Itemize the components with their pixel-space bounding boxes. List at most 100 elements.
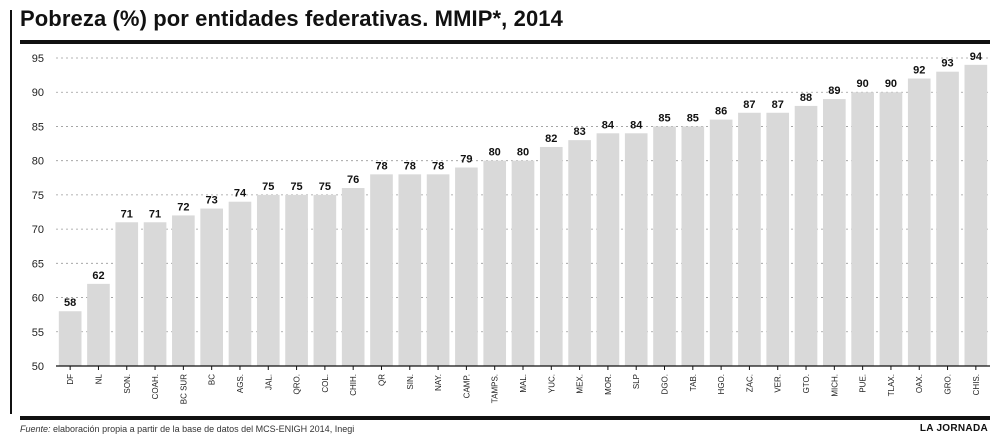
x-tick-label: SON. <box>123 374 132 394</box>
data-label: 84 <box>630 119 643 131</box>
x-tick-label: BC <box>208 374 217 385</box>
data-label: 80 <box>517 147 529 159</box>
data-label: 87 <box>772 99 784 111</box>
x-tick-label: GRO. <box>944 374 953 394</box>
labels-layer: 50 55 60 65 70 75 80 85 90 95 58 DF 62 NL 71 SON. 71 COAH… <box>32 51 983 404</box>
data-label: 75 <box>262 181 274 193</box>
x-tick-label: QRO. <box>293 374 302 394</box>
y-tick-label: 60 <box>32 293 44 305</box>
bar <box>172 215 195 366</box>
bar <box>200 208 223 366</box>
left-rule <box>10 10 12 414</box>
x-tick-label: VER. <box>774 374 783 393</box>
x-tick-label: MAL. <box>519 374 528 393</box>
x-tick-label: MICH. <box>830 374 839 397</box>
bar <box>87 283 110 366</box>
bar <box>143 222 167 366</box>
data-label: 93 <box>941 58 953 70</box>
source-lead: Fuente: <box>20 424 51 434</box>
data-label: 73 <box>206 195 218 207</box>
bar <box>398 174 422 366</box>
bar <box>483 160 507 366</box>
data-label: 83 <box>573 126 585 138</box>
y-tick-label: 50 <box>32 361 44 373</box>
bar <box>823 99 846 367</box>
data-label: 78 <box>375 160 387 172</box>
y-tick-label: 55 <box>32 327 44 339</box>
bar <box>738 112 761 366</box>
data-label: 75 <box>319 181 331 193</box>
data-label: 79 <box>460 154 472 166</box>
data-label: 71 <box>121 208 133 220</box>
x-tick-label: SIN. <box>406 374 415 390</box>
bar <box>879 92 903 366</box>
y-tick-label: 85 <box>32 121 44 133</box>
x-tick-label: SLP <box>632 374 641 389</box>
x-tick-label: CHIS. <box>972 374 981 395</box>
x-tick-label: TAMPS. <box>491 374 500 403</box>
x-tick-label: DF <box>66 374 75 385</box>
data-label: 62 <box>92 270 104 282</box>
x-tick-label: ZAC. <box>745 374 754 392</box>
x-tick-label: DGO. <box>661 374 670 394</box>
data-label: 76 <box>347 174 359 186</box>
chart-title: Pobreza (%) por entidades federativas. M… <box>20 6 563 31</box>
bar <box>285 194 308 366</box>
data-label: 75 <box>290 181 302 193</box>
bar <box>341 188 365 366</box>
data-label: 89 <box>828 85 840 97</box>
data-label: 80 <box>489 147 501 159</box>
y-tick-label: 70 <box>32 224 44 236</box>
data-label: 71 <box>149 208 161 220</box>
bar <box>58 311 82 366</box>
bottom-rule <box>20 416 990 420</box>
data-label: 87 <box>743 99 755 111</box>
bar <box>624 133 648 366</box>
data-label: 90 <box>885 78 897 90</box>
data-label: 72 <box>177 201 189 213</box>
y-tick-label: 65 <box>32 258 44 270</box>
x-tick-label: JAL. <box>264 374 273 390</box>
x-tick-label: CHIH. <box>349 374 358 396</box>
bar <box>653 126 676 366</box>
x-tick-label: NAY. <box>434 374 443 391</box>
x-tick-label: TLAX. <box>887 374 896 396</box>
brand-logo: LA JORNADA <box>919 423 988 434</box>
bar <box>455 167 478 366</box>
data-label: 78 <box>432 160 444 172</box>
data-label: 86 <box>715 106 727 118</box>
data-label: 90 <box>857 78 869 90</box>
bars-layer <box>58 64 988 367</box>
x-tick-label: CAMP. <box>462 374 471 398</box>
y-tick-label: 90 <box>32 87 44 99</box>
x-tick-label: MOR. <box>604 374 613 395</box>
bar <box>851 92 874 366</box>
x-tick-label: OAX. <box>915 374 924 393</box>
bar <box>228 201 252 366</box>
bar <box>709 119 733 366</box>
data-label: 85 <box>687 112 699 124</box>
bar <box>256 194 280 366</box>
x-tick-label: GTO. <box>802 374 811 393</box>
bar <box>964 64 988 366</box>
bar <box>596 133 620 366</box>
source-note: Fuente: elaboración propia a partir de l… <box>20 424 354 434</box>
bar <box>426 174 450 366</box>
x-tick-label: COL. <box>321 374 330 393</box>
x-tick-label: YUC. <box>547 374 556 393</box>
bar <box>115 222 139 366</box>
bar <box>681 126 705 366</box>
data-label: 85 <box>658 112 670 124</box>
data-label: 78 <box>404 160 416 172</box>
x-tick-label: QR <box>377 374 386 386</box>
bar <box>907 78 931 367</box>
x-tick-label: NL <box>94 373 103 384</box>
y-tick-label: 95 <box>32 53 44 65</box>
x-tick-label: TAB. <box>689 374 698 391</box>
data-label: 84 <box>602 119 615 131</box>
data-label: 58 <box>64 297 76 309</box>
data-label: 74 <box>234 188 247 200</box>
bar <box>511 160 535 366</box>
bar <box>794 105 818 367</box>
bar <box>313 194 337 366</box>
